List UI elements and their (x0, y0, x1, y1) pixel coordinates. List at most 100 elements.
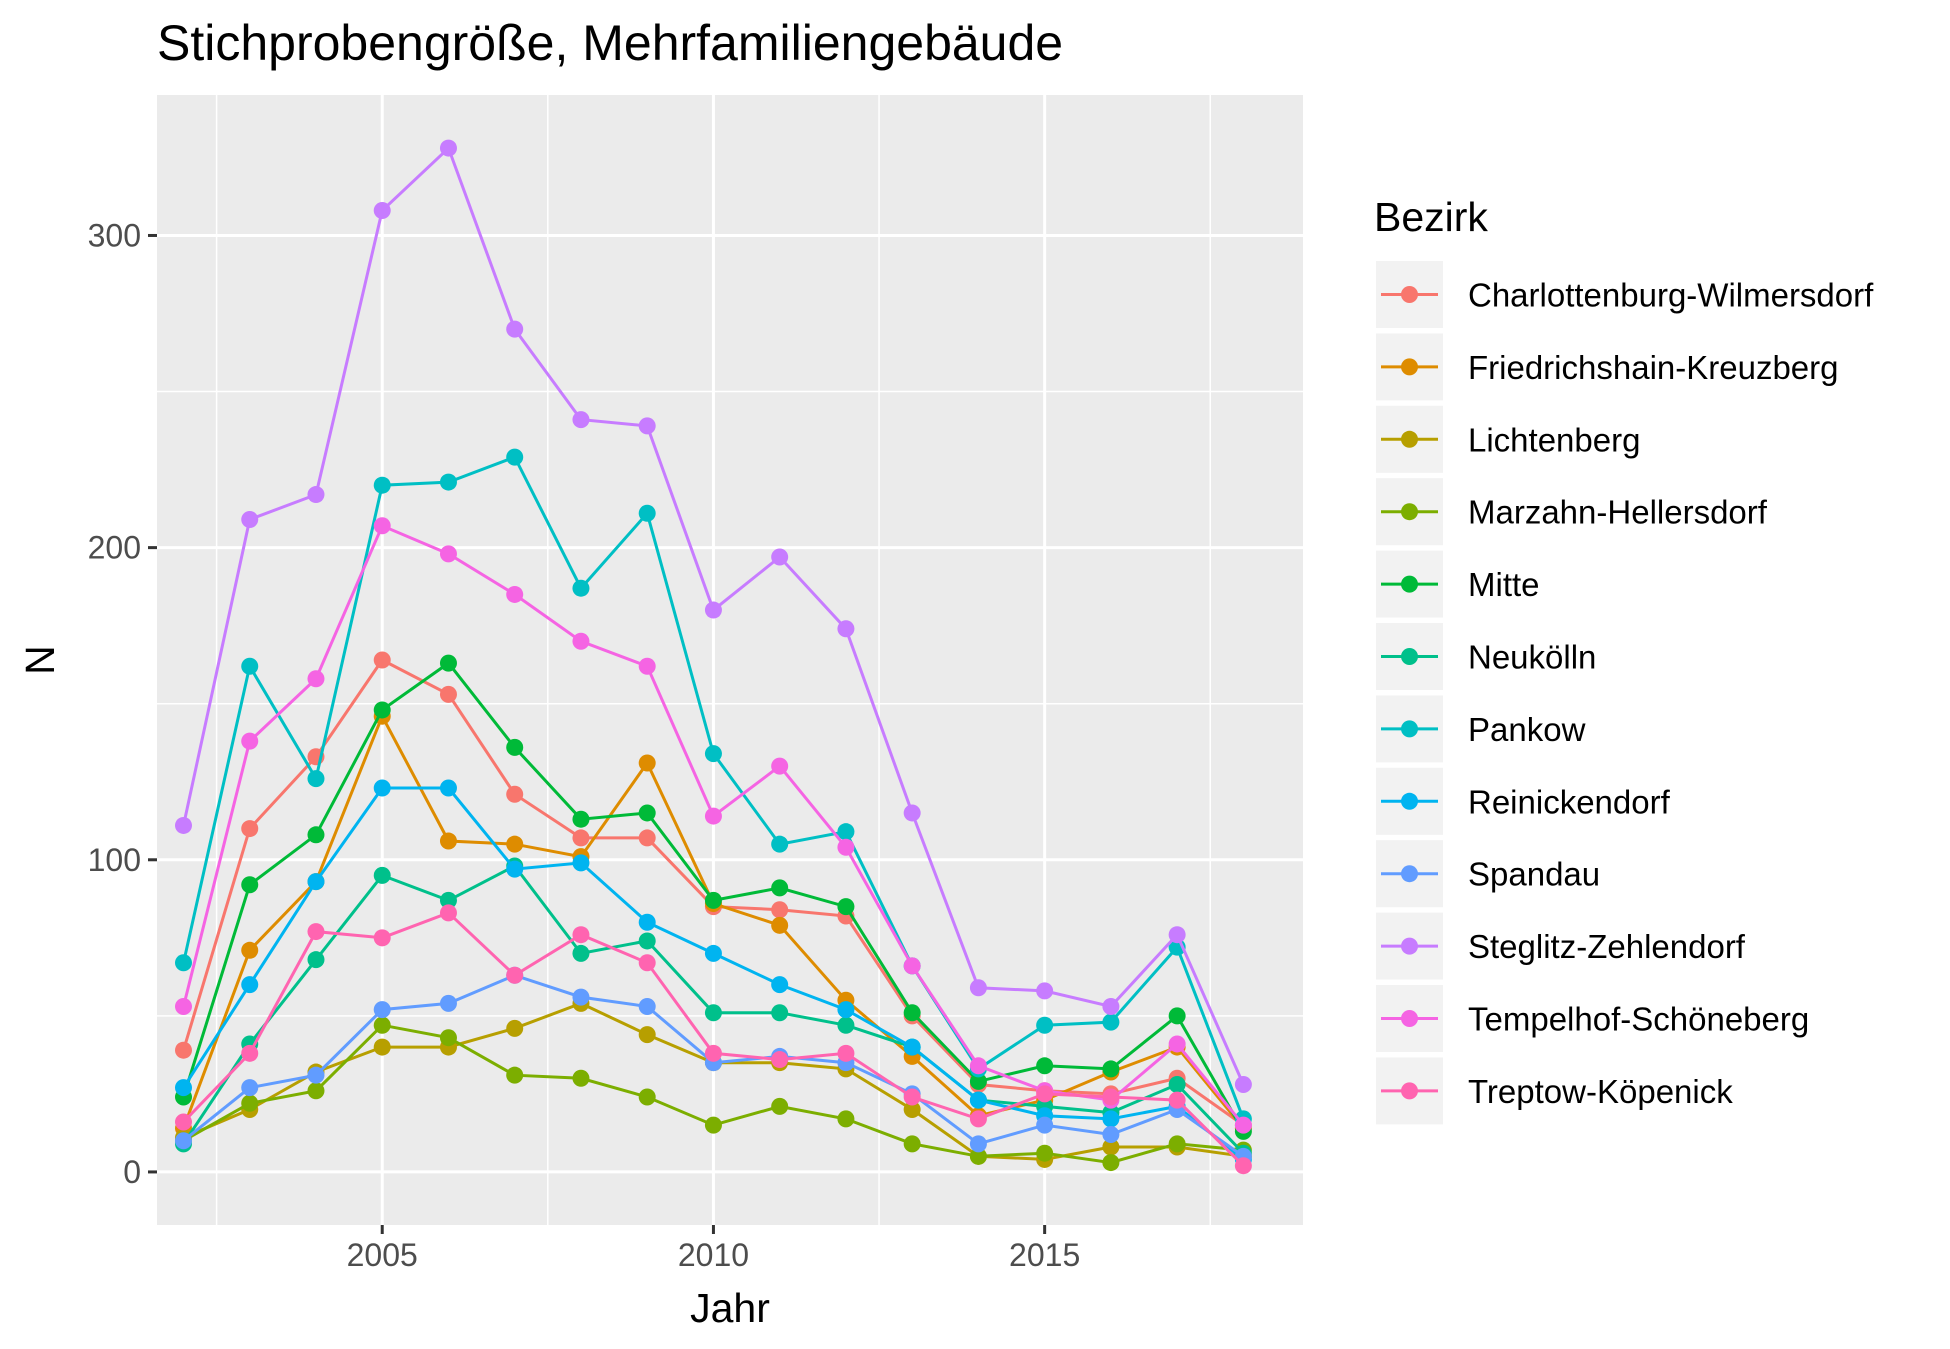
data-point (506, 860, 524, 878)
data-point (506, 738, 524, 756)
data-point (1168, 1135, 1186, 1153)
data-point (1102, 1125, 1120, 1143)
data-point (969, 979, 987, 997)
series-group (174, 654, 1252, 1140)
data-point (241, 820, 259, 838)
data-point (572, 829, 590, 847)
data-point (704, 1004, 722, 1022)
y-tick-label: 0 (123, 1154, 141, 1190)
data-point (373, 1001, 391, 1019)
data-point (903, 1135, 921, 1153)
data-point (307, 826, 325, 844)
data-point (439, 891, 457, 909)
data-point (241, 1079, 259, 1097)
legend-label: Pankow (1468, 711, 1586, 748)
data-point (704, 807, 722, 825)
axes: 2005 2010 2015 0 100 200 300 (88, 217, 1081, 1273)
legend-label: Mitte (1468, 566, 1540, 603)
data-point (572, 1069, 590, 1087)
data-point (373, 476, 391, 494)
data-point (1036, 1144, 1054, 1162)
data-point (506, 1066, 524, 1084)
data-point (439, 779, 457, 797)
data-point (771, 879, 789, 897)
data-point (837, 823, 855, 841)
data-point (638, 829, 656, 847)
data-point (241, 876, 259, 894)
data-point (506, 785, 524, 803)
data-point (373, 201, 391, 219)
legend-key-point (1401, 430, 1418, 448)
data-point (373, 701, 391, 719)
legend-label: Neukölln (1468, 639, 1596, 676)
data-point (373, 779, 391, 797)
data-point (638, 417, 656, 435)
data-point (307, 873, 325, 891)
data-point (903, 957, 921, 975)
data-point (1234, 1116, 1252, 1134)
data-point (638, 954, 656, 972)
data-point (969, 1091, 987, 1109)
legend-key-point (1401, 792, 1418, 810)
data-point (837, 898, 855, 916)
data-point (1168, 1007, 1186, 1025)
data-point (241, 732, 259, 750)
data-point (771, 976, 789, 994)
legend-key-point (1401, 503, 1418, 521)
data-point (373, 866, 391, 884)
data-point (1168, 1035, 1186, 1053)
data-point (373, 1016, 391, 1034)
data-point (638, 504, 656, 522)
legend-key-point (1401, 1010, 1418, 1027)
data-point (1102, 1110, 1120, 1128)
grid-minor (157, 95, 1303, 1225)
data-point (1036, 982, 1054, 1000)
data-point (638, 913, 656, 931)
x-axis-title: Jahr (690, 1285, 770, 1331)
y-axis-title: N (17, 645, 63, 675)
data-point (572, 854, 590, 872)
data-point (1102, 1060, 1120, 1078)
data-point (903, 1038, 921, 1056)
legend-label: Charlottenburg-Wilmersdorf (1468, 277, 1874, 314)
data-point (1036, 1085, 1054, 1103)
data-point (439, 685, 457, 703)
data-point (638, 997, 656, 1015)
data-point (506, 966, 524, 984)
data-point (439, 545, 457, 563)
data-point (837, 838, 855, 856)
data-point (1102, 1013, 1120, 1031)
data-point (307, 670, 325, 688)
data-point (572, 944, 590, 962)
data-point (771, 916, 789, 934)
chart-title: Stichprobengröße, Mehrfamiliengebäude (157, 15, 1063, 71)
data-point (572, 579, 590, 597)
legend-label: Reinickendorf (1468, 783, 1671, 820)
data-point (506, 320, 524, 338)
data-point (174, 954, 192, 972)
data-point (373, 929, 391, 947)
data-point (506, 448, 524, 466)
data-point (704, 745, 722, 763)
data-point (903, 1101, 921, 1119)
data-point (174, 1041, 192, 1059)
data-point (506, 1019, 524, 1037)
data-point (241, 1044, 259, 1062)
data-point (241, 657, 259, 675)
data-point (241, 511, 259, 529)
data-point (572, 926, 590, 944)
data-point (638, 804, 656, 822)
data-point (969, 1110, 987, 1128)
legend-label: Tempelhof-Schöneberg (1468, 1001, 1809, 1038)
legend-key-point (1401, 648, 1418, 665)
data-point (439, 1029, 457, 1047)
data-point (307, 951, 325, 969)
data-point (903, 1004, 921, 1022)
data-point (241, 1094, 259, 1112)
data-point (1102, 1154, 1120, 1172)
data-point (174, 1113, 192, 1131)
data-point (572, 810, 590, 828)
data-point (373, 651, 391, 669)
data-point (241, 941, 259, 959)
data-point (969, 1135, 987, 1153)
